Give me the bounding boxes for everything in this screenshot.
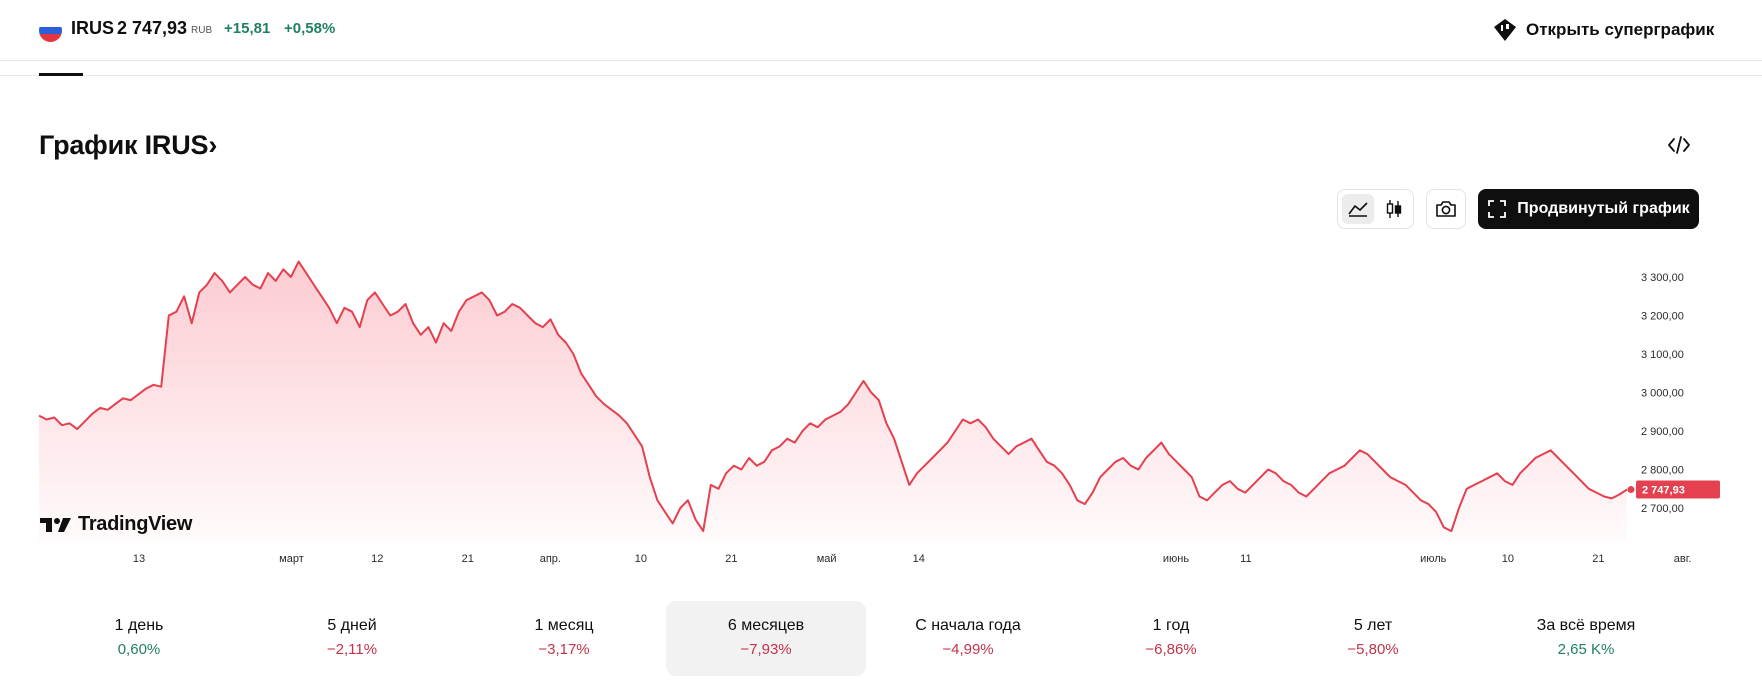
tradingview-logo-icon [40,517,71,532]
y-tick-label: 3 100,00 [1641,349,1684,361]
open-supergraph-button[interactable]: Открыть суперграфик [1492,15,1714,45]
price-line-series [38,260,1628,533]
supergraph-icon [1494,19,1516,41]
candlestick-icon [1386,200,1402,218]
x-tick-label: 21 [1592,553,1604,565]
tradingview-logo-text: TradingView [78,513,193,535]
candlestick-chart-button[interactable] [1378,194,1410,224]
x-tick-label: май [817,553,837,565]
period-selector: 1 день 0,60% 5 дней −2,11% 1 месяц −3,17% 6 ме… [39,601,1699,676]
x-tick-label: 14 [913,553,925,565]
advanced-chart-label: Продвинутый график [1517,200,1690,217]
y-tick-label: 3 000,00 [1641,388,1684,400]
y-tick-label: 2 700,00 [1641,503,1684,515]
y-tick-label: 2 900,00 [1641,426,1684,438]
tradingview-watermark: TradingView [40,513,192,536]
period-option[interactable]: 6 месяцев −7,93% [666,601,866,676]
symbol-header: IRUS 2 747,93 RUB +15,81 +0,58% Открыть … [0,0,1762,61]
period-change-value: −4,99% [942,641,994,658]
area-chart-button[interactable] [1342,194,1374,224]
x-tick-label: апр. [540,553,561,565]
period-label: 1 месяц [534,617,594,634]
advanced-chart-button[interactable]: Продвинутый график [1478,189,1699,229]
supergraph-label: Открыть суперграфик [1526,20,1715,39]
x-tick-label: июль [1420,553,1447,565]
x-tick-label: 12 [371,553,383,565]
period-change-value: −3,17% [538,641,590,658]
period-label: 1 год [1152,617,1190,634]
x-tick-label: 10 [635,553,647,565]
y-tick-label: 2 800,00 [1641,465,1684,477]
period-option[interactable]: За всё время 2,65 K% [1486,601,1686,676]
camera-icon [1436,201,1456,217]
period-option[interactable]: 5 лет −5,80% [1273,601,1473,676]
price-area-fill [39,261,1627,542]
x-tick-label: июнь [1163,553,1189,565]
period-change-value: −6,86% [1145,641,1197,658]
x-tick-label: 21 [725,553,737,565]
embed-code-icon[interactable] [1666,132,1692,158]
x-tick-label: 13 [133,553,145,565]
screenshot-button[interactable] [1426,189,1466,229]
period-label: 6 месяцев [727,617,805,634]
period-option[interactable]: 1 год −6,86% [1071,601,1271,676]
period-option[interactable]: 5 дней −2,11% [252,601,452,676]
currency-label: RUB [191,25,213,36]
russia-flag-icon [39,19,62,42]
period-change-value: −7,93% [740,641,792,658]
chart-type-toggle [1337,189,1414,229]
period-change-value: −5,80% [1347,641,1399,658]
last-price: 2 747,93 [117,18,188,38]
chevron-right-icon: › [208,130,218,160]
active-tab-indicator [39,73,83,76]
x-tick-label: авг. [1674,553,1692,565]
period-label: 5 лет [1353,617,1393,634]
period-change-value: 0,60% [117,641,161,658]
period-label: За всё время [1536,617,1636,634]
price-change: +15,81 [224,20,271,37]
fullscreen-icon [1488,200,1507,218]
x-tick-label: март [279,553,304,565]
price-change-percent: +0,58% [284,20,336,37]
period-option[interactable]: 1 день 0,60% [39,601,239,676]
y-tick-label: 3 200,00 [1641,311,1684,323]
period-change-value: −2,11% [326,641,378,658]
chart-title-text: График IRUS [39,130,209,160]
last-point-marker [1627,486,1635,494]
ticker-symbol: IRUS [71,18,115,38]
period-label: 5 дней [327,617,377,634]
period-label: 1 день [114,617,164,634]
area-chart-icon [1348,202,1368,217]
period-option[interactable]: С начала года −4,99% [868,601,1068,676]
x-tick-label: 11 [1240,553,1251,565]
x-tick-label: 21 [462,553,474,565]
last-price-tag: 2 747,93 [1636,480,1720,499]
y-tick-label: 3 300,00 [1641,272,1684,284]
period-option[interactable]: 1 месяц −3,17% [464,601,664,676]
period-label: С начала года [915,617,1021,634]
price-chart[interactable]: 3 300,00 3 200,00 3 100,00 3 000,00 2 900,00… [0,240,1762,570]
x-tick-label: 10 [1502,553,1514,565]
last-price-tag-text: 2 747,93 [1642,485,1685,497]
chart-section-title[interactable]: График IRUS› [39,130,217,161]
period-change-value: 2,65 K% [1557,641,1615,658]
tabs-divider [0,75,1762,76]
